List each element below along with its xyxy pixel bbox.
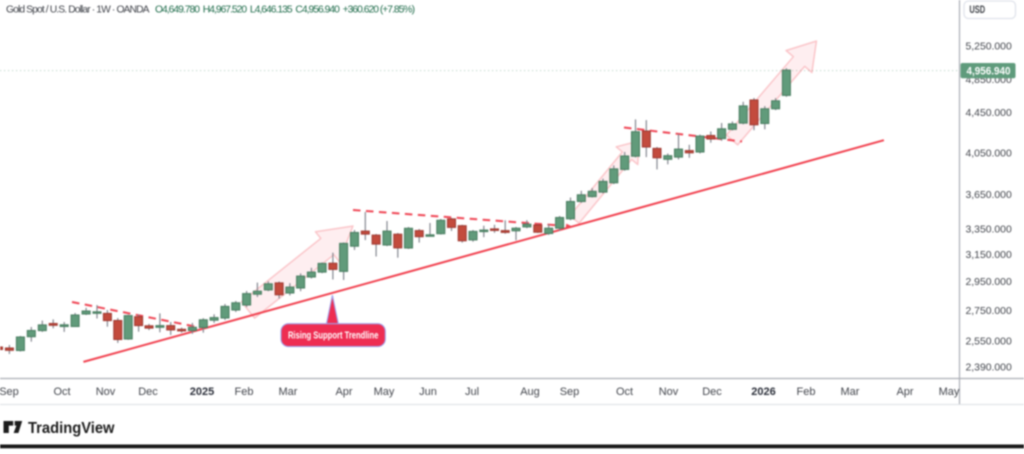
- svg-text:3,650.000: 3,650.000: [966, 190, 1012, 201]
- svg-text:2026: 2026: [751, 386, 775, 398]
- svg-text:Dec: Dec: [702, 386, 722, 398]
- svg-text:2,750.000: 2,750.000: [966, 306, 1012, 317]
- svg-text:Oct: Oct: [616, 386, 633, 398]
- svg-text:2,950.000: 2,950.000: [966, 277, 1012, 288]
- svg-text:May: May: [939, 386, 960, 398]
- svg-text:2025: 2025: [190, 386, 214, 398]
- svg-text:USD: USD: [969, 4, 985, 16]
- svg-text:O4,649.780 H4,967.520 L4,646: O4,649.780 H4,967.520 L4,646.135 C4,956.…: [155, 5, 415, 16]
- svg-text:Jul: Jul: [465, 386, 479, 398]
- svg-text:Nov: Nov: [659, 386, 679, 398]
- svg-text:Apr: Apr: [335, 386, 352, 398]
- svg-text:TradingView: TradingView: [28, 420, 115, 437]
- svg-text:Sep: Sep: [0, 386, 19, 398]
- svg-text:Sep: Sep: [560, 386, 580, 398]
- svg-text:Mar: Mar: [279, 386, 298, 398]
- svg-text:3,350.000: 3,350.000: [966, 225, 1012, 236]
- svg-text:4,450.000: 4,450.000: [966, 108, 1012, 119]
- svg-text:Feb: Feb: [797, 386, 816, 398]
- svg-text:4,050.000: 4,050.000: [966, 148, 1012, 159]
- svg-text:Dec: Dec: [138, 386, 158, 398]
- svg-text:Mar: Mar: [841, 386, 860, 398]
- svg-text:5,250.000: 5,250.000: [966, 41, 1012, 52]
- svg-text:4,850.000: 4,850.000: [966, 75, 1012, 86]
- svg-text:Rising Support Trendline: Rising Support Trendline: [288, 330, 379, 341]
- svg-text:May: May: [374, 386, 395, 398]
- svg-text:2,390.000: 2,390.000: [966, 363, 1012, 374]
- svg-text:Apr: Apr: [896, 386, 913, 398]
- svg-text:Feb: Feb: [235, 386, 254, 398]
- svg-text:2,550.000: 2,550.000: [966, 336, 1012, 347]
- svg-text:Aug: Aug: [520, 386, 540, 398]
- svg-text:4,956.940: 4,956.940: [967, 65, 1011, 77]
- svg-text:Oct: Oct: [53, 386, 70, 398]
- svg-text:Gold Spot / U.S. Dollar · 1W ·: Gold Spot / U.S. Dollar · 1W · OANDA: [6, 5, 150, 16]
- svg-text:Nov: Nov: [96, 386, 116, 398]
- svg-text:Jun: Jun: [419, 386, 437, 398]
- svg-text:3,150.000: 3,150.000: [966, 250, 1012, 261]
